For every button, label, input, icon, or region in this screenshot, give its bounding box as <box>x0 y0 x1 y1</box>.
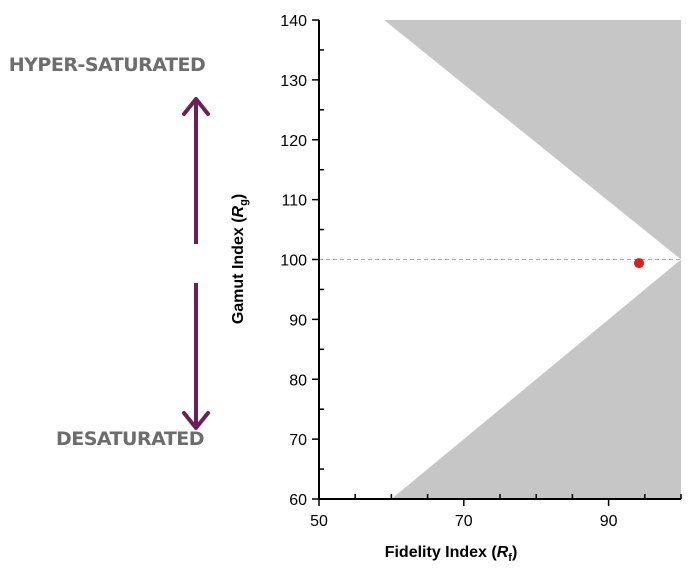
regions <box>319 20 681 499</box>
y-axis-title: Gamut Index (Rg) <box>230 194 250 324</box>
x-tick-label-50: 50 <box>310 513 328 530</box>
region-dark-bottom <box>391 259 681 499</box>
x-tick-label-70: 70 <box>455 513 473 530</box>
x-tick-labels: 50 70 90 <box>310 513 617 530</box>
y-tick-label-100: 100 <box>280 253 307 270</box>
hyper-saturated-label: HYPER-SATURATED <box>9 54 205 76</box>
y-tick-label-140: 140 <box>280 13 307 30</box>
axes <box>312 19 682 506</box>
down-arrowhead-icon <box>182 411 210 430</box>
x-axis-title: Fidelity Index (Rf) <box>385 544 518 564</box>
up-arrowhead-icon <box>182 97 210 116</box>
region-white <box>319 20 681 499</box>
data-points <box>634 258 645 269</box>
region-dark-top <box>384 20 681 260</box>
data-point-0 <box>634 258 645 269</box>
y-tick-label-110: 110 <box>281 193 307 210</box>
x-tick-label-90: 90 <box>600 513 618 530</box>
desaturated-label: DESATURATED <box>56 428 204 450</box>
y-tick-label-120: 120 <box>280 133 307 150</box>
y-tick-label-130: 130 <box>280 73 307 90</box>
y-tick-label-70: 70 <box>289 432 307 449</box>
y-tick-label-90: 90 <box>289 312 307 329</box>
y-tick-label-80: 80 <box>289 372 307 389</box>
plot-area: 50 70 90 60 70 80 90 100 110 120 130 140 <box>280 13 682 530</box>
y-tick-labels: 60 70 80 90 100 110 120 130 140 <box>280 13 307 509</box>
y-tick-label-60: 60 <box>289 492 307 509</box>
saturation-arrows <box>182 97 210 430</box>
